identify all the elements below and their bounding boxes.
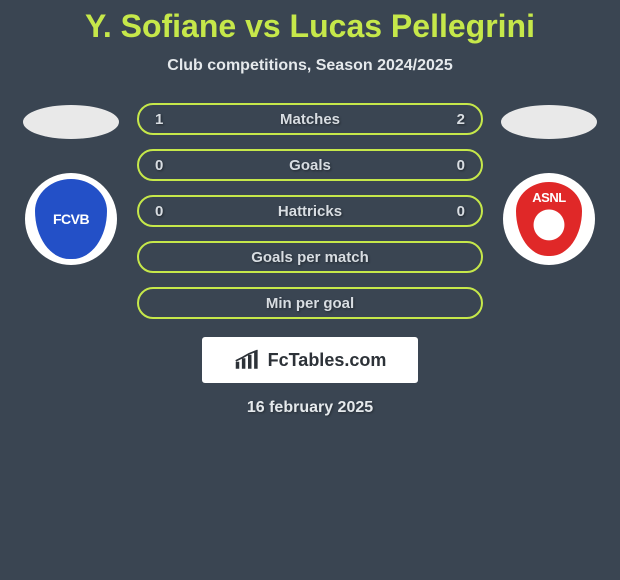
row-hattricks: 0 Hattricks 0	[137, 195, 483, 227]
hattricks-a: 0	[155, 203, 185, 220]
goals-b: 0	[435, 157, 465, 174]
branding-text: FcTables.com	[268, 350, 387, 371]
branding-box[interactable]: FcTables.com	[202, 337, 418, 383]
gpm-label: Goals per match	[185, 249, 435, 266]
club-a-code: FCVB	[35, 179, 107, 259]
mpg-label: Min per goal	[185, 295, 435, 312]
comparison-grid: FCVB 1 Matches 2 0 Goals 0 0 Hattricks 0…	[0, 103, 620, 319]
matches-a: 1	[155, 111, 185, 128]
matches-label: Matches	[185, 111, 435, 128]
flag-b-icon	[501, 105, 597, 139]
player-a-side: FCVB	[23, 103, 119, 265]
row-matches: 1 Matches 2	[137, 103, 483, 135]
flag-a-icon	[23, 105, 119, 139]
row-mpg: Min per goal	[137, 287, 483, 319]
club-b-inner: ASNL	[513, 179, 585, 259]
player-b-side: ASNL	[501, 103, 597, 265]
page-subtitle: Club competitions, Season 2024/2025	[0, 57, 620, 75]
row-goals: 0 Goals 0	[137, 149, 483, 181]
club-a-badge: FCVB	[25, 173, 117, 265]
page-title: Y. Sofiane vs Lucas Pellegrini	[0, 8, 620, 45]
stat-rows: 1 Matches 2 0 Goals 0 0 Hattricks 0 Goal…	[137, 103, 483, 319]
matches-b: 2	[435, 111, 465, 128]
hattricks-b: 0	[435, 203, 465, 220]
club-b-badge: ASNL	[503, 173, 595, 265]
hattricks-label: Hattricks	[185, 203, 435, 220]
bar-chart-icon	[234, 349, 262, 371]
row-gpm: Goals per match	[137, 241, 483, 273]
goals-a: 0	[155, 157, 185, 174]
club-b-code: ASNL	[532, 190, 565, 205]
goals-label: Goals	[185, 157, 435, 174]
date-text: 16 february 2025	[0, 399, 620, 417]
